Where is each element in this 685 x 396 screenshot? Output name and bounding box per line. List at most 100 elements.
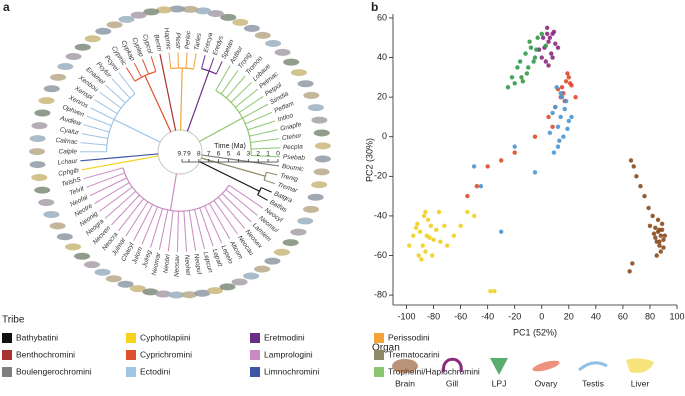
point: [540, 32, 544, 36]
branch: [248, 121, 275, 130]
point: [558, 115, 562, 119]
legend-label: Benthochromini: [16, 349, 75, 359]
point: [442, 224, 446, 228]
species-label: Neohel: [183, 255, 191, 277]
time-tick-label: 4: [237, 151, 241, 158]
branch: [82, 156, 159, 170]
point: [533, 170, 537, 174]
time-tick-label: 5: [227, 151, 231, 158]
fish-icon: [75, 44, 91, 51]
fish-icon: [311, 117, 327, 124]
fish-icon: [315, 155, 331, 162]
fish-icon: [31, 174, 47, 181]
point: [661, 237, 665, 241]
point: [475, 184, 479, 188]
point: [533, 55, 537, 59]
legend-swatch: [126, 333, 136, 343]
branch: [170, 174, 176, 211]
species-label: Hapmic: [162, 27, 171, 50]
branch: [80, 143, 106, 145]
x-tick-label: -60: [454, 311, 467, 321]
point: [632, 164, 636, 168]
branch: [142, 207, 158, 245]
species-label: Cphgib: [58, 167, 80, 178]
point: [423, 210, 427, 214]
point: [569, 115, 573, 119]
fish-icon: [38, 199, 54, 206]
y-axis-label: PC2 (30%): [364, 138, 374, 182]
species-label: Julreg: [141, 249, 153, 269]
point: [565, 71, 569, 75]
panel-label: a: [3, 0, 10, 14]
point: [411, 234, 415, 238]
point: [479, 184, 483, 188]
point: [627, 269, 631, 273]
point: [465, 210, 469, 214]
y-tick-label: 20: [377, 92, 387, 102]
y-tick-label: -40: [374, 210, 387, 220]
fish-icon: [243, 273, 259, 280]
x-tick-label: -40: [481, 311, 494, 321]
legend-label: Trematocarini: [388, 349, 440, 359]
branch: [216, 66, 230, 91]
fish-icon: [314, 168, 330, 175]
point: [431, 237, 435, 241]
point: [656, 218, 660, 222]
point: [531, 59, 535, 63]
point: [407, 243, 411, 247]
point: [553, 105, 557, 109]
point: [652, 232, 656, 236]
branch: [261, 188, 271, 193]
point: [563, 107, 567, 111]
species-label: Neobri: [162, 253, 171, 273]
point: [560, 95, 564, 99]
fish-icon: [34, 110, 50, 117]
point: [430, 253, 434, 257]
fish-icon: [43, 211, 59, 218]
point: [653, 226, 657, 230]
fish-icon: [106, 275, 122, 282]
branch: [226, 76, 245, 98]
fish-icon: [265, 40, 281, 47]
point: [661, 245, 665, 249]
x-tick-label: -20: [508, 311, 521, 321]
species-label: Perlec: [184, 30, 192, 50]
point: [499, 158, 503, 162]
point: [506, 85, 510, 89]
point: [545, 26, 549, 30]
branch: [160, 54, 176, 130]
point: [549, 51, 553, 55]
point: [518, 59, 522, 63]
species-label: Boumic: [281, 163, 304, 173]
point: [445, 243, 449, 247]
branch: [169, 53, 171, 69]
legend-swatch: [374, 350, 384, 360]
fish-icon: [314, 129, 330, 136]
legend-swatch: [2, 333, 12, 343]
fish-icon: [50, 222, 66, 229]
point: [426, 218, 430, 222]
point: [560, 85, 564, 89]
species-label: Neopul: [192, 253, 202, 275]
fish-icon: [31, 122, 47, 129]
fish-icon: [291, 69, 307, 76]
point: [488, 289, 492, 293]
legend-label: Lamprologini: [264, 349, 313, 359]
point: [567, 119, 571, 123]
branch: [82, 134, 108, 139]
point: [657, 239, 661, 243]
fish-icon: [30, 135, 46, 142]
legend-swatch: [126, 367, 136, 377]
fish-icon: [118, 281, 134, 288]
point: [521, 79, 525, 83]
branch: [114, 119, 160, 142]
time-tick-label: 9.7: [177, 151, 186, 158]
fish-icon: [66, 53, 82, 60]
point: [418, 230, 422, 234]
fish-icon: [57, 63, 73, 70]
legend-label: LPJ: [492, 378, 507, 388]
fish-icon: [254, 266, 270, 273]
time-tick-label: 1: [266, 151, 270, 158]
fish-icon: [232, 19, 248, 26]
